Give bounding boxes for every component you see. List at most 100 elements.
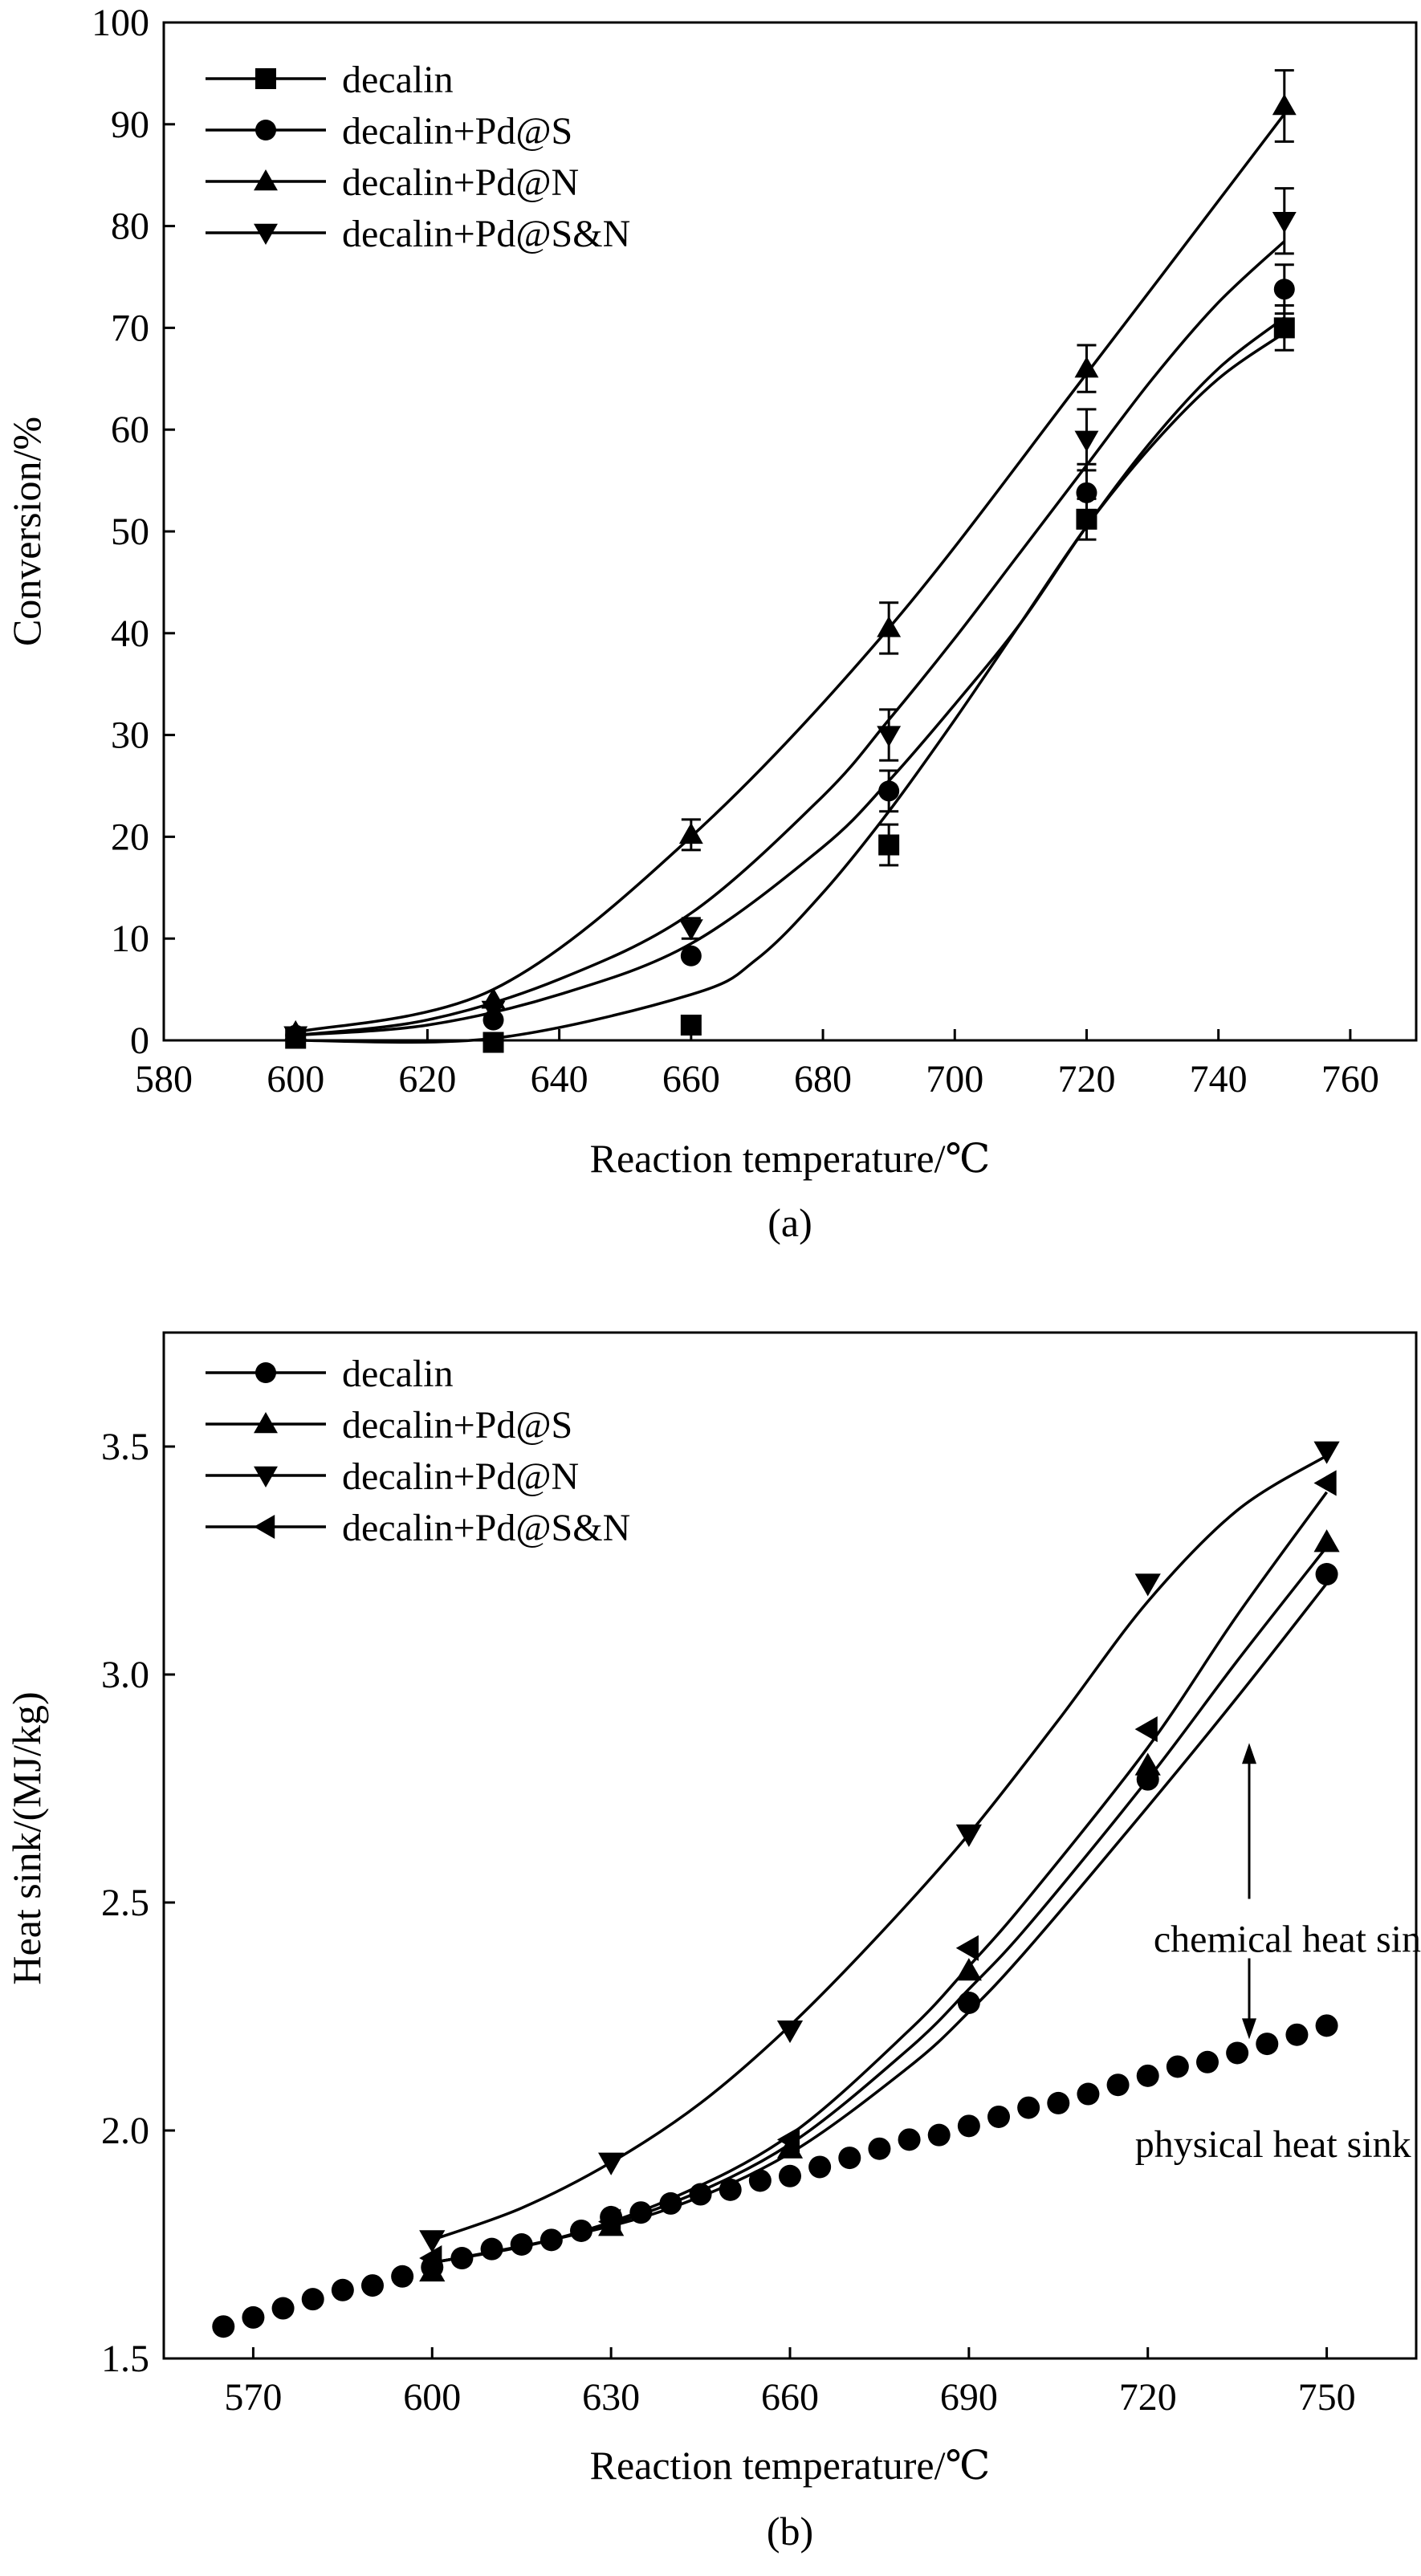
legend-marker-3 bbox=[254, 223, 278, 245]
data-point-2 bbox=[1074, 356, 1099, 378]
data-point-2 bbox=[1313, 1441, 1340, 1464]
y-tick-label: 0 bbox=[130, 1019, 149, 1062]
data-point-0 bbox=[779, 2164, 801, 2187]
data-point-2 bbox=[678, 822, 703, 844]
data-point-0 bbox=[212, 2315, 235, 2338]
data-point-1 bbox=[1273, 279, 1295, 300]
y-tick-label: 2.0 bbox=[101, 2110, 149, 2152]
data-point-0 bbox=[1047, 2091, 1070, 2114]
data-point-3 bbox=[776, 2126, 800, 2153]
data-point-2 bbox=[1272, 94, 1297, 116]
chemical-heat-sink-label: chemical heat sink bbox=[1154, 1918, 1421, 1960]
data-point-0 bbox=[957, 2114, 980, 2138]
data-point-0 bbox=[482, 1032, 504, 1053]
data-point-3 bbox=[283, 1026, 308, 1048]
chart-b-xlabel: Reaction temperature/℃ bbox=[590, 2443, 991, 2488]
data-point-1 bbox=[1134, 1752, 1161, 1776]
data-point-0 bbox=[1285, 2023, 1309, 2046]
data-point-0 bbox=[1136, 2064, 1159, 2087]
data-point-0 bbox=[539, 2228, 563, 2252]
data-point-1 bbox=[1076, 482, 1097, 503]
data-point-2 bbox=[955, 1824, 982, 1847]
x-tick-label: 620 bbox=[398, 1058, 456, 1101]
y-tick-label: 10 bbox=[111, 918, 149, 960]
x-tick-label: 580 bbox=[135, 1058, 193, 1101]
x-tick-label: 660 bbox=[662, 1058, 720, 1101]
y-tick-label: 60 bbox=[111, 409, 149, 451]
y-tick-label: 2.5 bbox=[101, 1882, 149, 1924]
data-point-2 bbox=[776, 2020, 804, 2044]
data-point-3 bbox=[678, 919, 703, 941]
data-point-0 bbox=[719, 2178, 742, 2201]
data-point-0 bbox=[1076, 508, 1097, 530]
data-point-0 bbox=[987, 2105, 1010, 2128]
chart-b-ylabel: Heat sink/(MJ/kg) bbox=[4, 1691, 49, 1984]
data-point-1 bbox=[955, 1958, 982, 1981]
legend-label-3: decalin+Pd@S&N bbox=[342, 213, 630, 255]
legend-marker-1 bbox=[255, 120, 276, 140]
data-point-0 bbox=[1226, 2041, 1249, 2065]
legend-label-0: decalin bbox=[342, 59, 454, 101]
data-point-0 bbox=[878, 834, 900, 856]
data-point-0 bbox=[1017, 2096, 1040, 2119]
chart-a-markers bbox=[283, 94, 1297, 1053]
chart-a-legend: decalin decalin+Pd@S decalin+Pd@N decalin+P… bbox=[206, 59, 630, 255]
data-point-0 bbox=[480, 2237, 503, 2261]
physical-heat-sink-label: physical heat sink bbox=[1135, 2123, 1411, 2166]
fit-line-1 bbox=[295, 316, 1285, 1037]
x-tick-label: 740 bbox=[1190, 1058, 1248, 1101]
chart-a-caption: (a) bbox=[768, 1200, 812, 1245]
x-tick-label: 570 bbox=[224, 2376, 282, 2419]
x-tick-label: 690 bbox=[940, 2376, 998, 2419]
data-point-3 bbox=[1313, 1470, 1337, 1496]
data-point-0 bbox=[242, 2305, 265, 2329]
legend-marker-0 bbox=[255, 68, 276, 89]
x-tick-label: 680 bbox=[794, 1058, 852, 1101]
data-point-0 bbox=[570, 2219, 592, 2242]
x-tick-label: 700 bbox=[926, 1058, 983, 1101]
x-tick-label: 720 bbox=[1057, 1058, 1115, 1101]
y-tick-label: 50 bbox=[111, 511, 149, 553]
legend-marker-3 bbox=[254, 1515, 275, 1539]
y-tick-label: 1.5 bbox=[101, 2338, 149, 2380]
data-point-0 bbox=[808, 2155, 832, 2179]
legend-label-1: decalin+Pd@S bbox=[342, 110, 572, 153]
fit-line-2 bbox=[295, 113, 1286, 1034]
x-tick-label: 600 bbox=[403, 2376, 461, 2419]
chart-b-annotations: chemical heat sink physical heat sink bbox=[1135, 1743, 1421, 2166]
data-point-0 bbox=[301, 2288, 324, 2311]
chart-b-legend: decalin decalin+Pd@S decalin+Pd@N decalin+P… bbox=[206, 1353, 630, 1549]
data-point-0 bbox=[629, 2201, 653, 2224]
legend-marker-1 bbox=[254, 1412, 278, 1434]
legend-marker-2 bbox=[254, 169, 278, 191]
y-tick-label: 3.0 bbox=[101, 1654, 149, 1696]
data-point-3 bbox=[877, 726, 902, 747]
chart-b-ticks: 570 600 630 660 690 720 750 1.5 2.0 2.5 3.0 3.5 bbox=[101, 1426, 1356, 2419]
y-tick-label: 80 bbox=[111, 206, 149, 248]
data-point-0 bbox=[868, 2137, 891, 2160]
data-point-0 bbox=[331, 2278, 354, 2301]
data-point-3 bbox=[598, 2208, 621, 2235]
x-tick-label: 750 bbox=[1298, 2376, 1356, 2419]
legend-label-3: decalin+Pd@S&N bbox=[342, 1507, 630, 1549]
data-point-1 bbox=[878, 780, 900, 802]
legend-label-2: decalin+Pd@N bbox=[342, 161, 579, 204]
data-point-2 bbox=[1134, 1573, 1161, 1597]
data-point-2 bbox=[419, 2230, 446, 2253]
data-point-3 bbox=[1272, 212, 1297, 234]
data-point-0 bbox=[271, 2297, 295, 2320]
x-tick-label: 660 bbox=[761, 2376, 819, 2419]
y-tick-label: 70 bbox=[111, 307, 149, 349]
data-point-0 bbox=[361, 2274, 384, 2297]
data-point-0 bbox=[659, 2191, 682, 2215]
data-point-1 bbox=[419, 2258, 446, 2282]
data-point-0 bbox=[1273, 317, 1295, 339]
data-point-3 bbox=[955, 1935, 979, 1961]
data-point-1 bbox=[680, 945, 702, 967]
data-point-0 bbox=[689, 2183, 712, 2206]
data-point-1 bbox=[1313, 1529, 1340, 1553]
x-tick-label: 640 bbox=[531, 1058, 588, 1101]
chart-a-fit-lines bbox=[295, 113, 1286, 1044]
y-tick-label: 100 bbox=[92, 2, 149, 44]
